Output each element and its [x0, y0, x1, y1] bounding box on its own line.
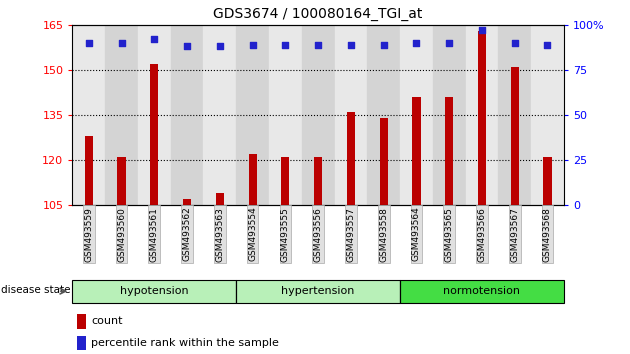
Text: GSM493556: GSM493556 [314, 207, 323, 262]
Bar [269, 25, 302, 205]
Point [510, 40, 520, 46]
Text: hypertension: hypertension [282, 286, 355, 296]
Text: GSM493559: GSM493559 [84, 207, 93, 262]
Text: GSM493568: GSM493568 [543, 207, 552, 262]
Text: GSM493554: GSM493554 [248, 207, 257, 262]
Text: GSM493558: GSM493558 [379, 207, 388, 262]
Text: GSM493555: GSM493555 [281, 207, 290, 262]
Bar [413, 97, 421, 205]
Bar [347, 112, 355, 205]
Bar [302, 25, 335, 205]
Bar [466, 25, 498, 205]
Bar [400, 25, 433, 205]
Bar [478, 31, 486, 205]
Bar [236, 25, 269, 205]
Text: GSM493560: GSM493560 [117, 207, 126, 262]
Point [117, 40, 127, 46]
Bar [138, 25, 171, 205]
Bar [544, 157, 552, 205]
Text: normotension: normotension [444, 286, 520, 296]
Bar [498, 25, 531, 205]
FancyBboxPatch shape [72, 280, 236, 303]
Point [477, 27, 487, 33]
Text: GSM493561: GSM493561 [150, 207, 159, 262]
Point [542, 42, 553, 47]
Point [444, 40, 454, 46]
Bar [151, 64, 159, 205]
Point [346, 42, 356, 47]
Bar [367, 25, 400, 205]
Bar [433, 25, 466, 205]
Text: hypotension: hypotension [120, 286, 188, 296]
FancyBboxPatch shape [236, 280, 400, 303]
Bar [203, 25, 236, 205]
Text: GSM493564: GSM493564 [412, 207, 421, 262]
Text: count: count [91, 316, 123, 326]
Bar [77, 314, 86, 329]
Bar [314, 157, 323, 205]
Bar [84, 136, 93, 205]
Bar [248, 154, 257, 205]
Bar [531, 25, 564, 205]
Bar [282, 157, 290, 205]
Bar [183, 199, 192, 205]
Text: GSM493566: GSM493566 [478, 207, 486, 262]
Text: GSM493557: GSM493557 [346, 207, 355, 262]
Bar [335, 25, 367, 205]
Bar [215, 193, 224, 205]
Point [84, 40, 94, 46]
Bar [511, 67, 519, 205]
Bar [379, 118, 388, 205]
Bar [171, 25, 203, 205]
Point [182, 44, 192, 49]
Title: GDS3674 / 100080164_TGI_at: GDS3674 / 100080164_TGI_at [214, 7, 423, 21]
Point [215, 44, 225, 49]
Bar [118, 157, 126, 205]
Text: GSM493565: GSM493565 [445, 207, 454, 262]
Point [248, 42, 258, 47]
Point [280, 42, 290, 47]
Bar [77, 336, 86, 350]
Text: disease state: disease state [1, 285, 71, 295]
Point [411, 40, 421, 46]
Text: GSM493562: GSM493562 [183, 207, 192, 262]
FancyBboxPatch shape [400, 280, 564, 303]
Bar [445, 97, 454, 205]
Bar [72, 25, 105, 205]
Point [313, 42, 323, 47]
Text: GSM493563: GSM493563 [215, 207, 224, 262]
Text: GSM493567: GSM493567 [510, 207, 519, 262]
Text: percentile rank within the sample: percentile rank within the sample [91, 338, 279, 348]
Point [379, 42, 389, 47]
Bar [105, 25, 138, 205]
Point [149, 36, 159, 42]
